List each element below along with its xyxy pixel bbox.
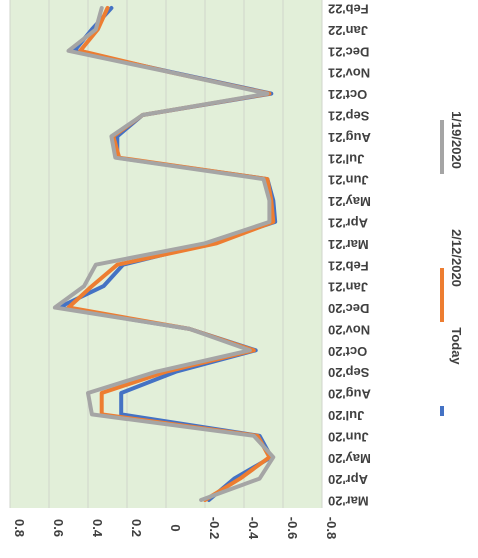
legend-label: 1/19/2020 (449, 111, 464, 169)
legend-label: Today (449, 327, 464, 365)
category-label: Mar'21 (328, 237, 369, 252)
category-label: Jan'21 (328, 280, 368, 295)
category-label: Nov'21 (328, 66, 370, 81)
category-label: Jun'20 (328, 429, 369, 444)
category-label: Feb'22 (328, 2, 369, 17)
y-tick-label: -0.2 (207, 517, 222, 539)
series-line (52, 6, 276, 502)
category-labels: Mar'20 Apr'20 May'20 Jun'20 Jul'20 Aug'20 Sep'… (328, 2, 371, 509)
category-label: Sep'21 (328, 109, 369, 124)
category-label: Sep'20 (328, 365, 369, 380)
category-label: Oct'20 (328, 344, 367, 359)
legend: Today 2/12/2020 1/19/2020 (440, 111, 464, 416)
category-label: Aug'20 (328, 387, 371, 402)
y-tick-label: 0.2 (129, 519, 144, 537)
series-lines (52, 6, 278, 502)
y-tick-label: -0.6 (285, 517, 300, 539)
y-tick-label: -0.8 (324, 517, 339, 539)
y-tick-labels: 0.8 0.6 0.4 0.2 0 -0.2 -0.4 -0.6 -0.8 (12, 517, 339, 540)
category-label: Jun'21 (328, 173, 369, 188)
category-label: Apr'20 (328, 472, 368, 487)
category-label: Apr'21 (328, 215, 368, 230)
category-label: Jan'22 (328, 23, 368, 38)
category-label: Oct'21 (328, 87, 367, 102)
y-tick-label: 0.6 (51, 519, 66, 537)
category-label: Jul'21 (328, 151, 364, 166)
gridlines (9, 0, 323, 508)
category-label: May'20 (328, 451, 371, 466)
y-tick-label: 0.4 (90, 519, 105, 538)
category-label: Aug'21 (328, 130, 371, 145)
y-tick-label: 0 (168, 524, 183, 531)
y-tick-label: -0.4 (246, 517, 261, 540)
legend-label: 2/12/2020 (449, 229, 464, 287)
category-label: Mar'20 (328, 494, 369, 509)
category-label: May'21 (328, 194, 371, 209)
y-tick-label: 0.8 (12, 519, 27, 537)
category-label: Dec'21 (328, 44, 369, 59)
category-label: Feb'21 (328, 258, 369, 273)
category-label: Dec'20 (328, 301, 369, 316)
category-label: Nov'20 (328, 322, 370, 337)
category-label: Jul'20 (328, 408, 364, 423)
